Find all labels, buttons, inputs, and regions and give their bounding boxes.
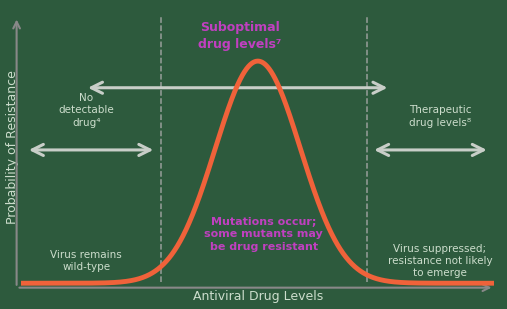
Text: Virus suppressed;
resistance not likely
to emerge: Virus suppressed; resistance not likely …	[388, 243, 492, 278]
Y-axis label: Probability of Resistance: Probability of Resistance	[6, 70, 19, 223]
X-axis label: Antiviral Drug Levels: Antiviral Drug Levels	[193, 290, 323, 303]
Text: Therapeutic
drug levels⁸: Therapeutic drug levels⁸	[409, 105, 471, 128]
Text: No
detectable
drug⁴: No detectable drug⁴	[58, 93, 114, 128]
Text: Mutations occur;
some mutants may
be drug resistant: Mutations occur; some mutants may be dru…	[204, 217, 323, 252]
Text: Suboptimal
drug levels⁷: Suboptimal drug levels⁷	[198, 21, 282, 51]
Text: Virus remains
wild-type: Virus remains wild-type	[51, 250, 122, 272]
